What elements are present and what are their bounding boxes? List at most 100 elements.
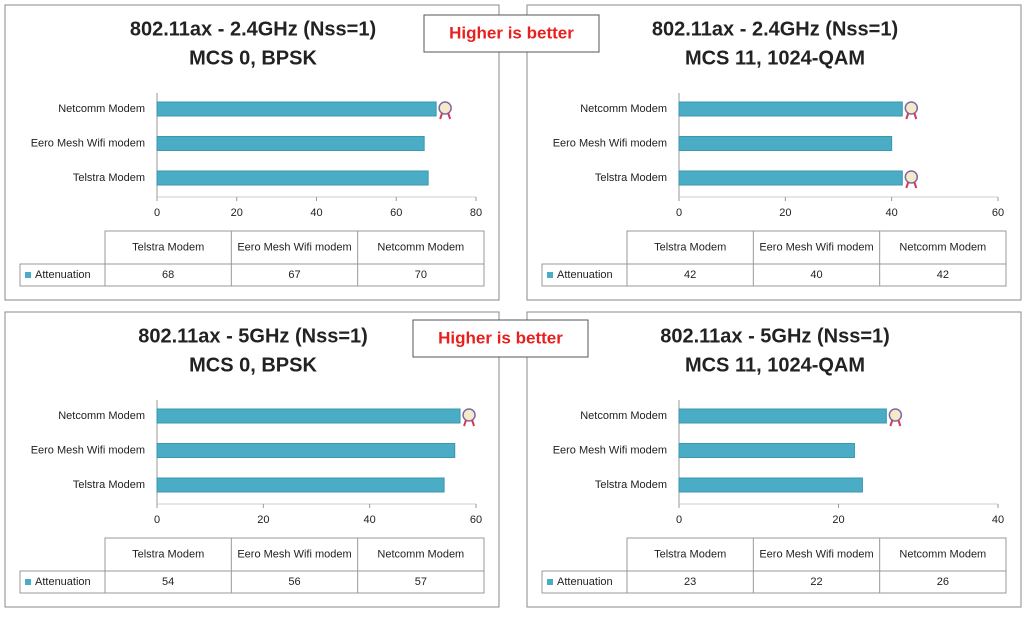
medal-icon [462,408,476,422]
table-header: Netcomm Modem [899,548,986,560]
medal-ribbon [889,419,902,427]
bar [678,477,863,493]
bar [156,477,445,493]
x-tick-label: 20 [779,207,791,219]
table-header: Eero Mesh Wifi modem [237,241,351,253]
annotation-box [412,319,589,358]
y-tick-label: Telstra Modem [73,172,145,184]
table-header: Telstra Modem [132,548,204,560]
table-value: 23 [684,576,696,588]
medal-ribbon [905,112,918,120]
legend-swatch [25,272,31,278]
table-value: 42 [937,269,949,281]
table-value: 42 [684,269,696,281]
medal-icon [904,170,919,184]
medal-icon [888,408,903,422]
x-tick-label: 80 [470,207,482,219]
y-tick-label: Netcomm Modem [580,410,667,422]
annotation: Higher is better [449,23,574,42]
x-tick-label: 20 [231,207,243,219]
annotation: Higher is better [438,328,563,347]
legend-swatch [547,579,553,585]
bar [678,136,893,151]
medal-ribbon [463,419,475,427]
panel-frame [526,4,1022,301]
chart-subtitle: MCS 11, 1024-QAM [685,47,865,69]
x-tick-label: 0 [154,514,160,526]
y-tick-label: Eero Mesh Wifi modem [553,137,667,149]
table-value: 56 [288,576,300,588]
table-value: 40 [810,269,822,281]
table-header: Netcomm Modem [899,241,986,253]
legend-label: Attenuation [557,269,613,281]
legend-label: Attenuation [35,269,91,281]
table-value: 26 [937,576,949,588]
medal-ribbon [905,181,918,189]
table-row-frame [19,263,485,287]
legend-swatch [547,272,553,278]
x-tick-label: 0 [676,207,682,219]
table-value: 70 [415,269,427,281]
y-tick-label: Netcomm Modem [58,410,145,422]
bar [678,408,887,424]
chart-title: 802.11ax - 2.4GHz (Nss=1) [130,18,376,40]
legend-swatch [25,579,31,585]
table-row-frame [541,263,1007,287]
chart-panel: 802.11ax - 5GHz (Nss=1) MCS 0, BPSK 0 20 40 6… [4,311,500,608]
bar [156,170,429,186]
table-header: Netcomm Modem [377,241,464,253]
table-header: Eero Mesh Wifi modem [237,548,351,560]
table-value: 22 [810,576,822,588]
y-tick-label: Netcomm Modem [580,103,667,115]
table-header: Telstra Modem [132,241,204,253]
panel-frame [526,311,1022,608]
bar [156,101,437,117]
bar [678,101,903,117]
x-tick-label: 0 [676,514,682,526]
x-tick-label: 40 [886,207,898,219]
table-value: 67 [288,269,300,281]
bar [678,443,855,458]
medal-icon [904,101,919,115]
x-tick-label: 0 [154,207,160,219]
x-tick-label: 60 [470,514,482,526]
chart-title: 802.11ax - 5GHz (Nss=1) [138,325,368,347]
chart-title: 802.11ax - 5GHz (Nss=1) [660,325,890,347]
medal-icon [438,101,452,115]
medal-ribbon [439,112,452,120]
y-tick-label: Telstra Modem [73,479,145,491]
chart-panel: 802.11ax - 2.4GHz (Nss=1) MCS 11, 1024-QA… [526,4,1022,301]
x-tick-label: 40 [364,514,376,526]
table-value: 57 [415,576,427,588]
bar [156,408,461,424]
bar [156,443,456,458]
chart-subtitle: MCS 0, BPSK [189,47,317,69]
chart-title: 802.11ax - 2.4GHz (Nss=1) [652,18,898,40]
x-tick-label: 60 [992,207,1004,219]
legend-label: Attenuation [557,576,613,588]
y-tick-label: Eero Mesh Wifi modem [31,444,145,456]
chart-panel: 802.11ax - 5GHz (Nss=1) MCS 11, 1024-QAM 0… [526,311,1022,608]
y-tick-label: Netcomm Modem [58,103,145,115]
x-tick-label: 20 [832,514,844,526]
x-tick-label: 20 [257,514,269,526]
table-header: Telstra Modem [654,241,726,253]
table-value: 68 [162,269,174,281]
table-header: Eero Mesh Wifi modem [759,548,873,560]
table-header: Eero Mesh Wifi modem [759,241,873,253]
y-tick-label: Telstra Modem [595,172,667,184]
panel-frame [4,4,500,301]
table-header: Netcomm Modem [377,548,464,560]
chart-subtitle: MCS 0, BPSK [189,354,317,376]
table-row-frame [19,570,485,594]
table-row-frame [541,570,1007,594]
x-tick-label: 60 [390,207,402,219]
annotation-box [423,14,600,53]
chart-panel: 802.11ax - 2.4GHz (Nss=1) MCS 0, BPSK 0 20 4… [4,4,500,301]
y-tick-label: Telstra Modem [595,479,667,491]
panel-frame [4,311,500,608]
x-tick-label: 40 [310,207,322,219]
legend-label: Attenuation [35,576,91,588]
